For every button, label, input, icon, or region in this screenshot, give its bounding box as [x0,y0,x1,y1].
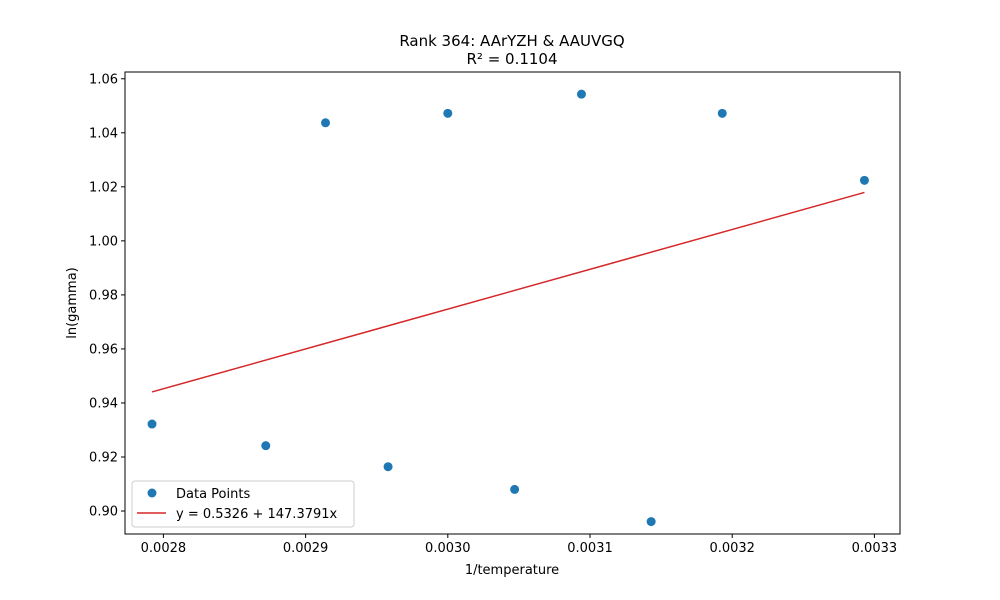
legend-box [131,480,355,528]
data-point [321,118,331,128]
y-tick-label: 0.92 [89,451,118,466]
y-tick-label: 1.02 [89,180,118,195]
chart-subtitle: R² = 0.1104 [466,50,557,68]
x-tick-label: 0.0030 [425,541,471,556]
data-point [147,419,157,429]
y-tick-label: 1.06 [89,72,118,87]
data-point [717,108,727,118]
data-point [383,462,393,472]
chart-title: Rank 364: AArYZH & AAUVGQ [399,32,624,50]
y-tick-label: 1.00 [89,234,118,249]
y-axis-label: ln(gamma) [65,267,80,339]
y-tick-label: 0.90 [89,505,118,520]
y-tick-label: 0.94 [89,396,118,411]
legend-label-data-points: Data Points [176,487,250,502]
data-point [510,484,520,494]
x-tick-label: 0.0029 [283,541,329,556]
data-point [261,441,271,451]
x-tick-label: 0.0028 [141,541,187,556]
x-tick-label: 0.0032 [709,541,755,556]
data-point [859,175,869,185]
legend-label-fit-line: y = 0.5326 + 147.3791x [176,507,338,522]
legend-marker-data-points [147,488,157,498]
y-tick-label: 1.04 [89,126,118,141]
plot-area [147,89,869,527]
x-axis-label: 1/temperature [465,563,559,578]
x-tick-label: 0.0031 [567,541,613,556]
x-axis: 0.0028 0.0029 0.0030 0.0031 0.0032 0.0033 [141,534,898,556]
data-point [576,89,586,99]
legend: Data Points y = 0.5326 + 147.3791x [131,480,355,528]
x-tick-label: 0.0033 [852,541,898,556]
y-tick-label: 0.96 [89,342,118,357]
fit-line [151,191,865,393]
plot-frame [124,71,901,535]
data-point [646,517,656,527]
y-axis: 0.90 0.92 0.94 0.96 0.98 1.00 1.02 1.04 1.06 [89,72,125,520]
data-point [443,108,453,118]
y-tick-label: 0.98 [89,288,118,303]
